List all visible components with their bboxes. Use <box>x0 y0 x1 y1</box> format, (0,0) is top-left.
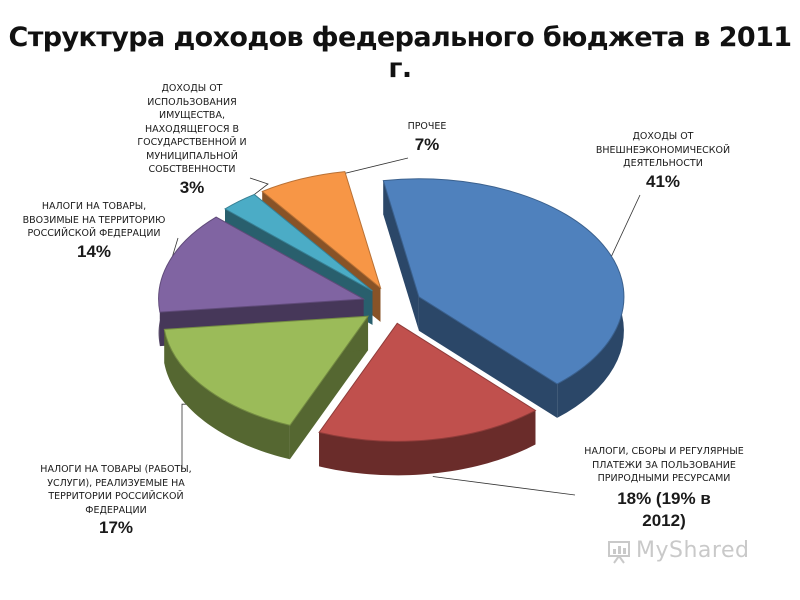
leader-line-natural-resources <box>432 476 576 496</box>
pie-slice-foreign-trade <box>382 178 625 418</box>
slice-label-other: Прочее 7% <box>407 121 447 154</box>
slice-top-face <box>382 178 625 385</box>
slice-side-face <box>383 180 419 331</box>
chart-title: Структура доходов федерального бюджета в… <box>8 22 793 84</box>
slice-label-foreign-trade: ДОХОДЫ ОТ ВНЕШНЕЭКОНОМИЧЕСКОЙ ДЕЯТЕЛЬНОС… <box>595 131 731 191</box>
presentation-icon <box>608 541 630 564</box>
slice-label-natural-resources: НАЛОГИ, СБОРЫ И РЕГУЛЯРНЫЕ ПЛАТЕЖИ ЗА ПО… <box>584 446 744 530</box>
slice-top-face <box>318 322 537 442</box>
pie-slices <box>158 171 625 476</box>
slice-side-face <box>418 296 558 418</box>
slice-top-face <box>261 171 382 290</box>
slice-outer-wall <box>164 329 290 460</box>
watermark: MyShared <box>636 538 750 563</box>
slice-label-imported-goods: НАЛОГИ НА ТОВАРЫ, ВВОЗИМЫЕ НА ТЕРРИТОРИЮ… <box>22 201 166 261</box>
slice-label-property: ДОХОДЫ ОТ ИСПОЛЬЗОВАНИЯ ИМУЩЕСТВА, НАХОД… <box>137 83 247 197</box>
slice-outer-wall <box>319 410 536 476</box>
slice-top-face <box>163 315 370 426</box>
slice-label-domestic-goods: НАЛОГИ НА ТОВАРЫ (РАБОТЫ, УСЛУГИ), РЕАЛИ… <box>40 464 192 537</box>
slice-top-face <box>224 193 373 292</box>
pie-slice-domestic-goods <box>163 315 370 460</box>
slice-side-face <box>289 316 369 460</box>
pie-slice-natural-resources <box>318 322 537 476</box>
slice-top-face <box>158 216 366 313</box>
